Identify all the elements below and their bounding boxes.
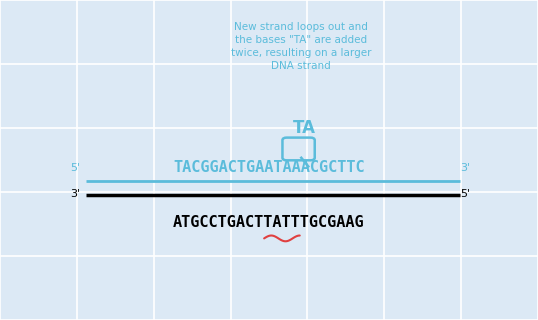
Text: 5': 5' xyxy=(70,163,80,173)
Text: TACGGACTGAATAAACGCTTC: TACGGACTGAATAAACGCTTC xyxy=(173,161,365,175)
Text: 3': 3' xyxy=(70,188,80,199)
Text: ATGCCTGACTTATTTGCGAAG: ATGCCTGACTTATTTGCGAAG xyxy=(173,215,365,230)
Text: TA: TA xyxy=(293,119,315,137)
Text: 5': 5' xyxy=(461,188,470,199)
Text: 3': 3' xyxy=(461,163,470,173)
Text: New strand loops out and
the bases "TA" are added
twice, resulting on a larger
D: New strand loops out and the bases "TA" … xyxy=(231,22,372,71)
